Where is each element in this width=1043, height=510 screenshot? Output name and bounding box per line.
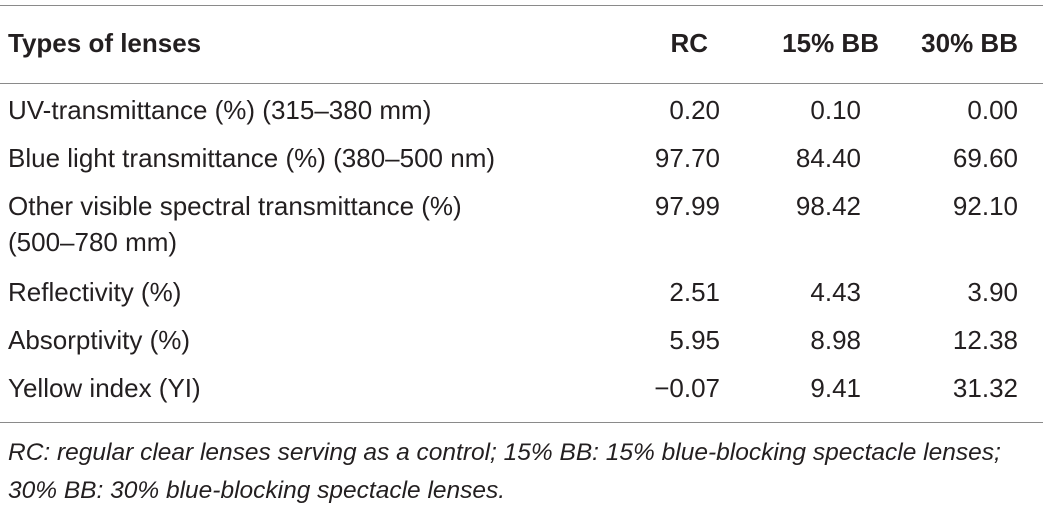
cell-30-bb: 92.10 <box>952 191 1018 221</box>
cell-30-bb: 31.32 <box>952 373 1018 403</box>
table-row: Yellow index (YI) −0.07 9.41 31.32 <box>0 370 1043 418</box>
row-label: Other visible spectral transmittance (%)… <box>8 188 568 260</box>
cell-30-bb: 0.00 <box>967 95 1018 125</box>
table-header-row: Types of lenses RC 15% BB 30% BB <box>0 24 1043 64</box>
cell-rc: 97.99 <box>654 191 720 221</box>
table-row: Blue light transmittance (%) (380–500 nm… <box>0 140 1043 188</box>
cell-rc: −0.07 <box>654 373 720 403</box>
cell-30-bb: 12.38 <box>952 325 1018 355</box>
table-row: UV-transmittance (%) (315–380 mm) 0.20 0… <box>0 92 1043 140</box>
header-rule <box>0 83 1043 84</box>
cell-rc: 0.20 <box>669 95 720 125</box>
table-row: Other visible spectral transmittance (%)… <box>0 188 1043 274</box>
table-footnote: RC: regular clear lenses serving as a co… <box>8 439 1001 504</box>
cell-15-bb: 0.10 <box>810 95 861 125</box>
cell-rc: 5.95 <box>669 325 720 355</box>
cell-15-bb: 9.41 <box>810 373 861 403</box>
row-label-line-2: (500–780 mm) <box>8 227 178 257</box>
cell-15-bb: 84.40 <box>795 143 861 173</box>
row-label-line-1: Other visible spectral transmittance (%) <box>8 191 462 221</box>
cell-rc: 97.70 <box>654 143 720 173</box>
cell-rc: 2.51 <box>669 277 720 307</box>
cell-15-bb: 4.43 <box>810 277 861 307</box>
table-row: Absorptivity (%) 5.95 8.98 12.38 <box>0 322 1043 370</box>
header-rc: RC <box>670 28 708 58</box>
row-label: UV-transmittance (%) (315–380 mm) <box>8 95 432 125</box>
header-15-bb: 15% BB <box>782 28 879 58</box>
bottom-rule <box>0 422 1043 423</box>
cell-30-bb: 69.60 <box>952 143 1018 173</box>
top-rule <box>0 5 1043 6</box>
header-30-bb: 30% BB <box>921 28 1018 58</box>
cell-15-bb: 8.98 <box>810 325 861 355</box>
cell-15-bb: 98.42 <box>795 191 861 221</box>
row-label: Absorptivity (%) <box>8 325 191 355</box>
cell-30-bb: 3.90 <box>967 277 1018 307</box>
row-label: Yellow index (YI) <box>8 373 201 403</box>
table-row: Reflectivity (%) 2.51 4.43 3.90 <box>0 274 1043 322</box>
row-label: Blue light transmittance (%) (380–500 nm… <box>8 143 496 173</box>
header-types-of-lenses: Types of lenses <box>8 28 202 58</box>
table-body: UV-transmittance (%) (315–380 mm) 0.20 0… <box>0 92 1043 418</box>
row-label: Reflectivity (%) <box>8 277 182 307</box>
